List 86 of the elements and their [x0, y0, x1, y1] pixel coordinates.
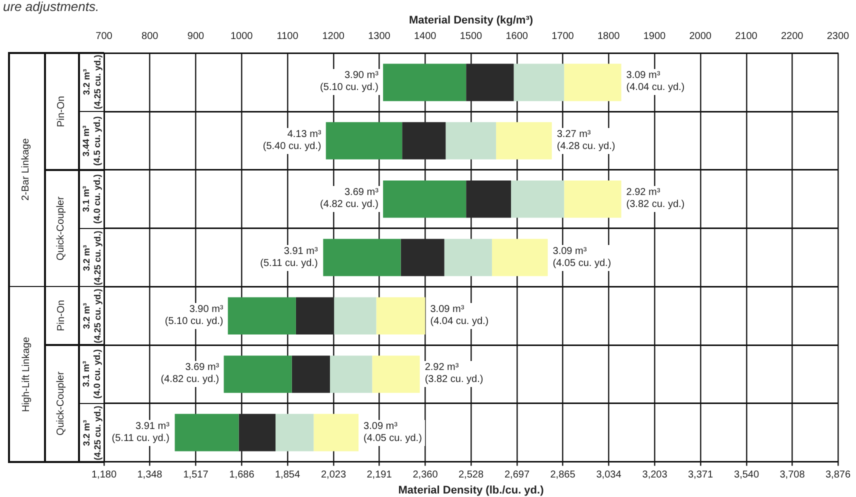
x-tick-label: 1,180	[91, 470, 117, 481]
bar	[323, 238, 401, 276]
text: ure adjustments.	[2, 0, 100, 14]
x2-tick-label: 1500	[460, 30, 483, 42]
x2-tick-label: 1300	[368, 30, 391, 42]
x-tick-label: 1,854	[274, 470, 300, 481]
bar	[444, 238, 492, 276]
bar	[492, 238, 548, 276]
bar	[292, 356, 330, 393]
x2-tick-label: 1800	[598, 30, 620, 42]
annotation: 3.27 m³ (4.28 cu. yd.)	[554, 128, 618, 154]
x2-tick-label: 2000	[689, 30, 712, 42]
annotation: 3.90 m³ (5.10 cu. yd.)	[162, 302, 226, 329]
x-tick-label: 3,371	[688, 470, 714, 481]
x2-tick-label: 1700	[552, 30, 574, 42]
x-tick-label: 1,517	[183, 470, 209, 481]
bar	[228, 297, 296, 335]
bar	[174, 414, 239, 452]
bar	[514, 64, 564, 102]
annotation: 3.69 m³ (4.82 cu. yd.)	[158, 361, 222, 388]
x-tick-label: 2,528	[458, 470, 484, 481]
x-tick-label: 2,360	[412, 470, 438, 481]
text: Quick-Coupler	[55, 371, 66, 436]
x-tick-label: 3,708	[780, 470, 806, 481]
y-tick-label: 3.1 m³ (4.0 cu. yd.)	[80, 174, 103, 224]
x-tick-label: 2,023	[320, 470, 346, 481]
text: 2-Bar Linkage	[20, 138, 32, 202]
bar	[372, 356, 420, 393]
x2-tick-label: 1900	[643, 30, 666, 42]
x2-tick-label: 1000	[230, 30, 254, 42]
x-tick-label: 3,876	[825, 470, 851, 481]
y-tick-label: 3.2 m³ (4.25 cu. yd.)	[80, 288, 103, 344]
bar	[276, 414, 314, 452]
bar	[330, 356, 372, 393]
bar	[224, 356, 292, 393]
bar	[564, 180, 622, 218]
x2-tick-label: 2200	[781, 30, 804, 42]
x-tick-label: 2,865	[550, 470, 576, 481]
y-tick-label: 3.2 m³ (4.25 cu. yd.)	[80, 405, 103, 460]
bar	[446, 122, 496, 160]
x2-tick-label: 2100	[735, 30, 758, 42]
x-tick-label: 3,203	[642, 470, 668, 481]
text: High-Lift Linkage	[20, 336, 32, 412]
y-tick-label: 3.1 m³ (4.0 cu. yd.)	[80, 349, 103, 399]
annotation: 3.90 m³ (5.10 cu. yd.)	[317, 69, 382, 96]
annotation: 3.09 m³ (4.05 cu. yd.)	[360, 420, 425, 446]
annotation: 3.69 m³ (4.82 cu. yd.)	[317, 186, 382, 212]
x-tick-label: 1,348	[137, 470, 163, 481]
x-tick-label: 2,697	[504, 470, 530, 481]
bar	[496, 122, 552, 160]
x-tick-label: 3,540	[734, 470, 760, 481]
bar	[383, 180, 466, 218]
x-axis-title: Material Density (lb./cu. yd.)	[398, 484, 544, 496]
x2-axis-title: Material Density (kg/m³)	[408, 14, 534, 27]
bar	[511, 180, 564, 218]
bar	[376, 297, 426, 335]
annotation: 2.92 m³ (3.82 cu. yd.)	[623, 186, 688, 212]
bar	[314, 414, 359, 452]
y-tick-label: 3.44 m³ (4.5 cu. yd.)	[80, 116, 103, 166]
y-tick-label: 3.2 m³ (4.25 cu. yd.)	[80, 230, 103, 285]
bar	[383, 64, 466, 102]
x2-tick-label: 800	[142, 30, 159, 42]
annotation: 3.91 m³ (5.11 cu. yd.)	[108, 420, 172, 446]
text: Pin-On	[56, 96, 67, 128]
y-tick-label: 3.2 m³ (4.25 cu. yd.)	[80, 55, 103, 110]
bar	[326, 122, 402, 160]
text: Pin-On	[56, 300, 67, 332]
x2-tick-label: 2300	[826, 30, 850, 42]
x2-tick-label: 1200	[322, 30, 345, 42]
x2-tick-label: 1600	[506, 30, 528, 42]
x-tick-label: 2,191	[366, 470, 392, 481]
x2-tick-label: 1400	[414, 30, 437, 42]
x-tick-label: 1,686	[229, 470, 255, 481]
annotation: 3.09 m³ (4.04 cu. yd.)	[623, 69, 688, 96]
annotation: 3.09 m³ (4.05 cu. yd.)	[550, 244, 614, 270]
x2-tick-label: 900	[187, 30, 205, 42]
annotation: 3.09 m³ (4.04 cu. yd.)	[427, 302, 492, 329]
annotation: 4.13 m³ (5.40 cu. yd.)	[260, 128, 324, 154]
annotation: 3.91 m³ (5.11 cu. yd.)	[257, 244, 321, 270]
bar	[334, 297, 376, 335]
x-tick-label: 3,034	[596, 470, 622, 481]
bar	[564, 64, 622, 102]
x2-tick-label: 1100	[276, 30, 299, 42]
text: Quick-Coupler	[55, 196, 66, 260]
x2-tick-label: 700	[96, 30, 113, 42]
annotation: 2.92 m³ (3.82 cu. yd.)	[422, 361, 486, 388]
